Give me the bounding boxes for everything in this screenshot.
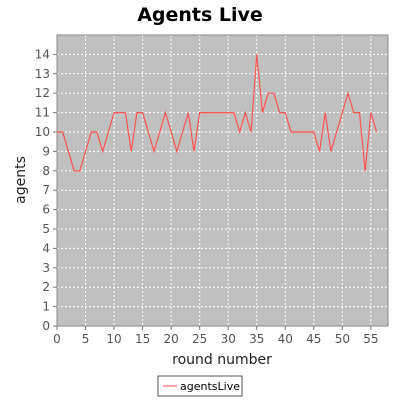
plot-border	[56, 34, 389, 327]
x-tick-label: 15	[135, 332, 150, 346]
x-tick-label: 50	[335, 332, 350, 346]
y-tick-label: 5	[42, 222, 50, 236]
y-tick-label: 0	[42, 319, 50, 333]
legend-label: agentsLive	[180, 380, 240, 393]
chart-title: Agents Live	[137, 4, 263, 26]
y-tick-label: 14	[35, 47, 50, 61]
y-tick-label: 13	[35, 67, 50, 81]
x-tick-label: 40	[278, 332, 293, 346]
y-tick-label: 11	[35, 106, 50, 120]
y-tick-label: 12	[35, 86, 50, 100]
y-tick-label: 8	[42, 164, 50, 178]
plot-area	[57, 35, 388, 326]
x-axis-label: round number	[172, 352, 272, 368]
axes	[53, 34, 389, 330]
x-tick-label: 5	[82, 332, 90, 346]
x-tick-label: 45	[306, 332, 321, 346]
y-tick-label: 10	[35, 125, 50, 139]
y-tick-label: 6	[42, 203, 50, 217]
x-tick-label: 55	[363, 332, 378, 346]
y-tick-label: 4	[42, 241, 50, 255]
legend: agentsLive	[157, 375, 243, 397]
x-tick-label: 25	[192, 332, 207, 346]
x-tick-label: 0	[53, 332, 61, 346]
y-axis-label: agents	[13, 156, 29, 204]
y-tick-label: 1	[42, 300, 50, 314]
y-tick-label: 9	[42, 144, 50, 158]
y-tick-label: 2	[42, 280, 50, 294]
legend-box	[157, 375, 243, 397]
series-layer	[57, 54, 378, 172]
x-tick-label: 30	[221, 332, 236, 346]
x-tick-label: 35	[249, 332, 264, 346]
y-tick-label: 3	[42, 261, 50, 275]
series-line-agentsLive	[57, 54, 378, 172]
x-tick-label: 20	[163, 332, 178, 346]
y-tick-label: 7	[42, 183, 50, 197]
x-tick-label: 10	[106, 332, 121, 346]
